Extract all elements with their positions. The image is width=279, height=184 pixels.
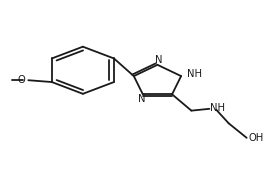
Text: N: N (155, 55, 163, 65)
Text: NH: NH (210, 103, 225, 113)
Text: OH: OH (248, 133, 263, 143)
Text: O: O (17, 75, 25, 85)
Text: NH: NH (187, 69, 202, 79)
Text: N: N (138, 94, 145, 104)
